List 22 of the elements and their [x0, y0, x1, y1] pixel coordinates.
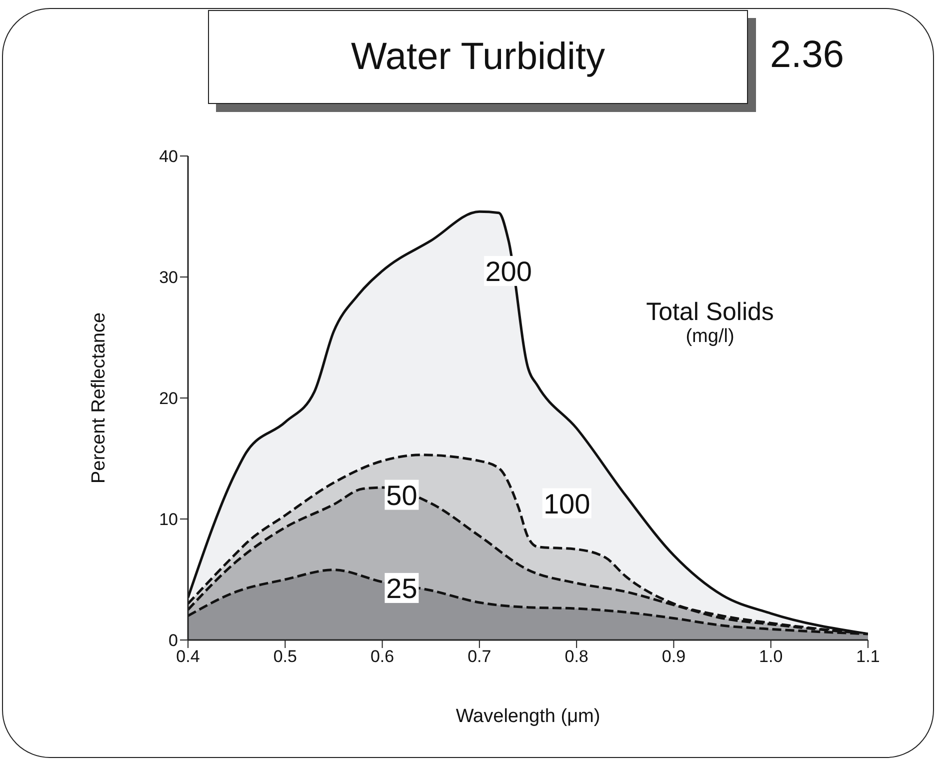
- y-tick-label: 20: [159, 389, 178, 408]
- x-tick-label: 0.7: [468, 647, 492, 666]
- series-label: 50: [386, 480, 418, 511]
- x-tick-label: 1.1: [856, 647, 880, 666]
- y-tick-label: 10: [159, 510, 178, 530]
- x-axis-title: Wavelength (μm): [456, 706, 600, 727]
- legend-title: Total Solids (mg/l): [645, 298, 775, 347]
- x-tick-label: 0.5: [273, 647, 297, 666]
- y-tick-label: 30: [159, 268, 178, 288]
- x-tick-label: 0.6: [370, 647, 394, 666]
- x-tick-label: 1.0: [759, 647, 783, 666]
- series-label: 200: [485, 256, 532, 287]
- series-label: 100: [544, 488, 590, 520]
- series-label: 25: [386, 572, 418, 604]
- x-tick-label: 0.8: [564, 647, 588, 666]
- y-tick-label: 40: [159, 147, 178, 166]
- x-tick-label: 0.4: [176, 647, 200, 666]
- y-tick-label: 0: [168, 631, 178, 650]
- chart-title: Water Turbidity: [208, 10, 748, 104]
- y-axis-title: Percent Reflectance: [88, 312, 110, 484]
- text: 2.36: [770, 34, 844, 77]
- x-tick-label: 0.9: [662, 647, 686, 666]
